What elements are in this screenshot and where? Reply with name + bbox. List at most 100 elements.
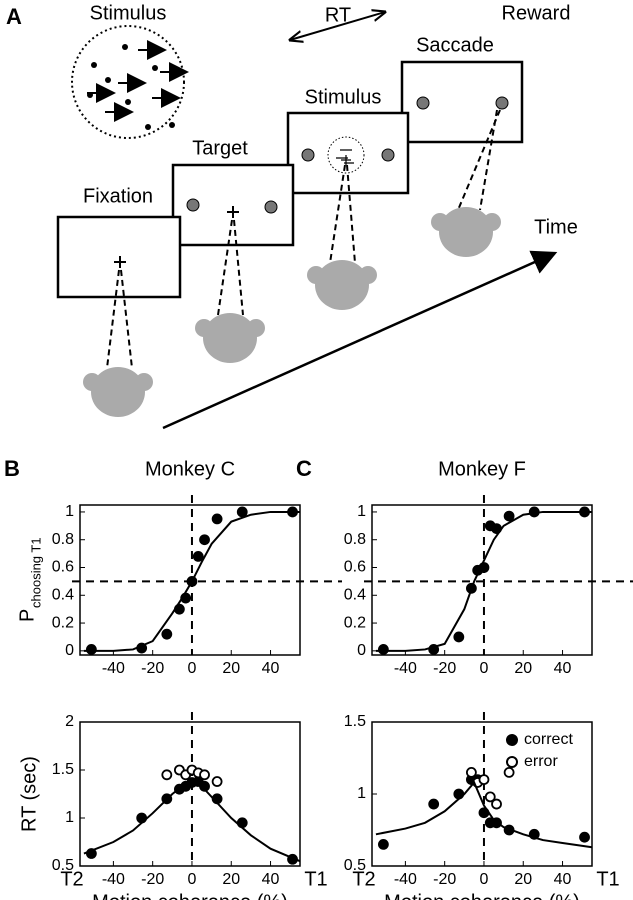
point (199, 534, 210, 546)
time-label: Time (534, 216, 578, 238)
fit-line (83, 510, 300, 652)
stimulus-aperture (71, 25, 185, 139)
y-axis-label: RT (sec) (18, 756, 40, 832)
target-dot (186, 198, 200, 212)
point (211, 513, 223, 525)
target-dot (301, 148, 315, 162)
point (377, 644, 389, 655)
gaze-line (457, 109, 501, 211)
x-tick-label: T1 (596, 868, 619, 890)
x-tick-label: -40 (102, 660, 125, 677)
x-tick-label: 40 (262, 660, 280, 677)
y-tick-label: 0 (65, 642, 74, 659)
head (195, 313, 265, 363)
time-arrow (162, 250, 558, 430)
fixation-label: Fixation (83, 185, 153, 207)
open-point (465, 767, 477, 778)
legend-label: correct (524, 731, 573, 748)
y-tick-label: 0 (357, 642, 366, 659)
head (307, 260, 377, 310)
x-tick-label: 40 (262, 871, 280, 888)
x-tick-label: 0 (188, 660, 197, 677)
y-tick-label: 1 (357, 503, 366, 520)
point (161, 628, 173, 640)
fit-line (83, 781, 301, 863)
x-tick-label: 0 (188, 871, 197, 888)
x-tick-label: T1 (304, 868, 327, 890)
x-tick-label: -20 (141, 871, 164, 888)
axes-frame (79, 721, 301, 867)
chart-title: Monkey F (438, 458, 526, 480)
fixation-cross (227, 206, 239, 218)
x-tick-label: -20 (433, 660, 456, 677)
axes-frame (79, 504, 301, 656)
y-axis-label-main: P (16, 609, 38, 622)
motion-arrows (87, 40, 189, 122)
x-tick-label: 20 (514, 871, 532, 888)
target-dot (495, 96, 509, 110)
x-tick-label: -40 (394, 871, 417, 888)
chart-title: Monkey C (145, 458, 235, 480)
x-tick-label: T2 (60, 868, 83, 890)
gaze-line (329, 164, 356, 264)
x-tick-label: 20 (514, 660, 532, 677)
point (192, 550, 204, 562)
y-tick-label: 0.6 (52, 559, 74, 576)
y-tick-label: 1 (65, 809, 74, 826)
open-point (199, 769, 210, 781)
y-tick-label: 1.5 (344, 713, 366, 730)
head (431, 207, 501, 257)
rt-label: RT (325, 4, 351, 26)
y-tick-label: 0.2 (52, 614, 74, 631)
fit-line (375, 510, 592, 652)
fit-line (375, 780, 593, 849)
x-tick-label: -40 (394, 660, 417, 677)
y-tick-label: 0.2 (344, 614, 366, 631)
x-tick-label: 0 (480, 660, 489, 677)
point (236, 506, 248, 518)
x-axis-label: Motion coherence (%) (384, 891, 580, 900)
open-point (484, 791, 496, 803)
point (377, 839, 389, 850)
point (428, 798, 440, 810)
legend-marker (506, 734, 518, 746)
x-tick-label: 40 (554, 660, 572, 677)
x-tick-label: -20 (141, 660, 164, 677)
dots (87, 44, 175, 130)
panel-label: B (4, 456, 20, 481)
gaze-line (217, 219, 244, 316)
legend-marker (506, 756, 518, 768)
saccade-label: Saccade (416, 34, 494, 56)
fixation-cross (114, 256, 126, 268)
panel-a: A Stimulus RT Reward Saccade Stimulus Ta… (6, 2, 578, 430)
target-label: Target (192, 137, 248, 159)
chart: C Monkey F -40 -20 0 20 40 0 0.2 0.4 0.6 0.8 1 (296, 456, 633, 677)
y-axis-label-sub: choosing T1 (28, 537, 43, 608)
reward-label: Reward (502, 2, 571, 24)
gaze-line (106, 269, 133, 369)
x-tick-label: 20 (222, 871, 240, 888)
legend-label: error (524, 753, 558, 770)
x-tick-label: 20 (222, 660, 240, 677)
panel-label: A (6, 4, 22, 29)
y-tick-label: 0.8 (344, 531, 366, 548)
target-dot (416, 96, 430, 110)
stimulus-step-label: Stimulus (305, 86, 382, 108)
open-point (491, 798, 502, 810)
y-tick-label: 0.6 (344, 559, 366, 576)
rt-arrow (290, 12, 385, 40)
y-tick-label: 1 (357, 785, 366, 802)
target-dot (381, 148, 395, 162)
y-tick-label: 1.5 (52, 761, 74, 778)
open-point (161, 769, 173, 781)
head (83, 367, 153, 417)
y-tick-label: 2 (65, 713, 74, 730)
small-dots (336, 149, 354, 165)
x-tick-label: 0 (480, 871, 489, 888)
open-point (478, 774, 490, 785)
chart: T2 -40 -20 0 20 40 T1 0.5 1 1.5 2 Motion coherence … (18, 712, 328, 900)
y-tick-label: 1 (65, 503, 74, 520)
chart: T2 -40 -20 0 20 40 T1 0.5 1 1.5 Motion coherence (… (344, 712, 620, 900)
y-tick-label: 0.5 (52, 857, 74, 874)
